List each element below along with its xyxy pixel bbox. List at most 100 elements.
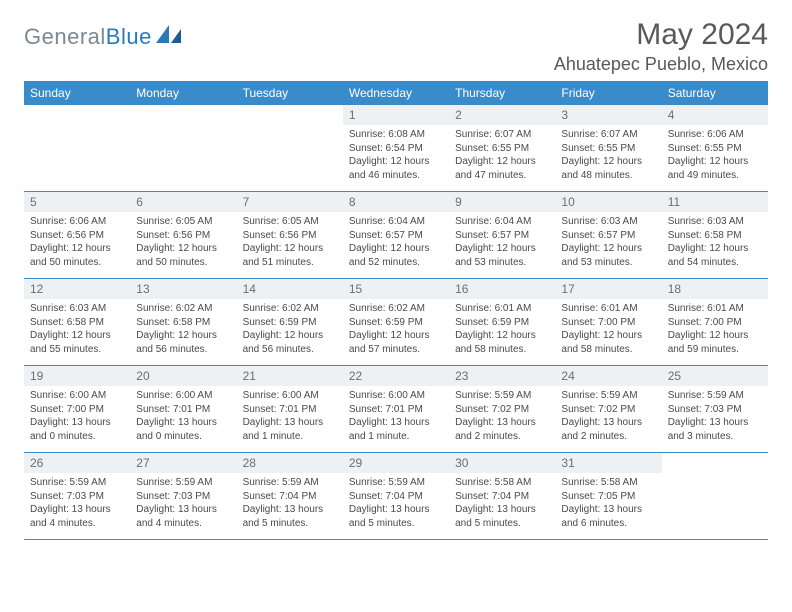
sunrise-line: Sunrise: 6:04 AM xyxy=(455,215,549,229)
day-body: Sunrise: 6:00 AMSunset: 7:01 PMDaylight:… xyxy=(237,386,343,449)
sunset-line: Sunset: 6:55 PM xyxy=(668,142,762,156)
calendar: SundayMondayTuesdayWednesdayThursdayFrid… xyxy=(24,81,768,540)
calendar-day: 31Sunrise: 5:58 AMSunset: 7:05 PMDayligh… xyxy=(555,453,661,539)
calendar-day: 27Sunrise: 5:59 AMSunset: 7:03 PMDayligh… xyxy=(130,453,236,539)
month-title: May 2024 xyxy=(554,18,768,52)
daylight-line-2: and 3 minutes. xyxy=(668,430,762,444)
day-number: 11 xyxy=(662,192,768,212)
day-body: Sunrise: 6:05 AMSunset: 6:56 PMDaylight:… xyxy=(237,212,343,275)
calendar-day: 1Sunrise: 6:08 AMSunset: 6:54 PMDaylight… xyxy=(343,105,449,191)
daylight-line-2: and 46 minutes. xyxy=(349,169,443,183)
day-of-week-cell: Monday xyxy=(130,81,236,105)
day-body: Sunrise: 6:07 AMSunset: 6:55 PMDaylight:… xyxy=(555,125,661,188)
day-number: 1 xyxy=(343,105,449,125)
day-of-week-header: SundayMondayTuesdayWednesdayThursdayFrid… xyxy=(24,81,768,105)
day-number: 26 xyxy=(24,453,130,473)
day-body: Sunrise: 6:00 AMSunset: 7:00 PMDaylight:… xyxy=(24,386,130,449)
daylight-line-1: Daylight: 12 hours xyxy=(30,242,124,256)
daylight-line-1: Daylight: 13 hours xyxy=(243,503,337,517)
day-number: 13 xyxy=(130,279,236,299)
sunset-line: Sunset: 7:04 PM xyxy=(349,490,443,504)
daylight-line-2: and 54 minutes. xyxy=(668,256,762,270)
sunrise-line: Sunrise: 6:04 AM xyxy=(349,215,443,229)
day-number: 25 xyxy=(662,366,768,386)
day-number: 23 xyxy=(449,366,555,386)
sunset-line: Sunset: 6:55 PM xyxy=(561,142,655,156)
sunrise-line: Sunrise: 5:58 AM xyxy=(455,476,549,490)
day-number: 31 xyxy=(555,453,661,473)
calendar-day: 4Sunrise: 6:06 AMSunset: 6:55 PMDaylight… xyxy=(662,105,768,191)
calendar-week: 5Sunrise: 6:06 AMSunset: 6:56 PMDaylight… xyxy=(24,192,768,279)
calendar-week: 12Sunrise: 6:03 AMSunset: 6:58 PMDayligh… xyxy=(24,279,768,366)
day-body: Sunrise: 5:59 AMSunset: 7:03 PMDaylight:… xyxy=(662,386,768,449)
location-label: Ahuatepec Pueblo, Mexico xyxy=(554,54,768,75)
day-body: Sunrise: 6:02 AMSunset: 6:59 PMDaylight:… xyxy=(343,299,449,362)
daylight-line-2: and 2 minutes. xyxy=(561,430,655,444)
day-number: 10 xyxy=(555,192,661,212)
day-number: 30 xyxy=(449,453,555,473)
calendar-day: 28Sunrise: 5:59 AMSunset: 7:04 PMDayligh… xyxy=(237,453,343,539)
daylight-line-1: Daylight: 12 hours xyxy=(136,329,230,343)
daylight-line-1: Daylight: 12 hours xyxy=(561,242,655,256)
daylight-line-2: and 52 minutes. xyxy=(349,256,443,270)
daylight-line-2: and 48 minutes. xyxy=(561,169,655,183)
sunrise-line: Sunrise: 6:06 AM xyxy=(30,215,124,229)
calendar-day: 26Sunrise: 5:59 AMSunset: 7:03 PMDayligh… xyxy=(24,453,130,539)
brand-sail-icon xyxy=(156,25,182,50)
daylight-line-1: Daylight: 13 hours xyxy=(30,416,124,430)
daylight-line-2: and 5 minutes. xyxy=(455,517,549,531)
day-number: 8 xyxy=(343,192,449,212)
sunrise-line: Sunrise: 6:00 AM xyxy=(136,389,230,403)
sunrise-line: Sunrise: 6:05 AM xyxy=(136,215,230,229)
daylight-line-1: Daylight: 12 hours xyxy=(455,155,549,169)
sunrise-line: Sunrise: 6:02 AM xyxy=(349,302,443,316)
sunset-line: Sunset: 6:57 PM xyxy=(349,229,443,243)
daylight-line-1: Daylight: 13 hours xyxy=(136,503,230,517)
sunset-line: Sunset: 6:56 PM xyxy=(243,229,337,243)
day-of-week-cell: Thursday xyxy=(449,81,555,105)
sunrise-line: Sunrise: 6:01 AM xyxy=(561,302,655,316)
sunset-line: Sunset: 6:56 PM xyxy=(136,229,230,243)
sunset-line: Sunset: 7:01 PM xyxy=(243,403,337,417)
daylight-line-2: and 0 minutes. xyxy=(30,430,124,444)
calendar-day: 13Sunrise: 6:02 AMSunset: 6:58 PMDayligh… xyxy=(130,279,236,365)
sunset-line: Sunset: 7:04 PM xyxy=(455,490,549,504)
day-body: Sunrise: 6:02 AMSunset: 6:59 PMDaylight:… xyxy=(237,299,343,362)
sunset-line: Sunset: 6:58 PM xyxy=(136,316,230,330)
sunrise-line: Sunrise: 5:59 AM xyxy=(668,389,762,403)
sunset-line: Sunset: 7:02 PM xyxy=(561,403,655,417)
daylight-line-1: Daylight: 12 hours xyxy=(561,155,655,169)
sunrise-line: Sunrise: 6:01 AM xyxy=(668,302,762,316)
day-body: Sunrise: 6:04 AMSunset: 6:57 PMDaylight:… xyxy=(449,212,555,275)
calendar-day: 17Sunrise: 6:01 AMSunset: 7:00 PMDayligh… xyxy=(555,279,661,365)
sunset-line: Sunset: 6:57 PM xyxy=(561,229,655,243)
calendar-day xyxy=(662,453,768,539)
sunrise-line: Sunrise: 6:07 AM xyxy=(455,128,549,142)
calendar-day: 8Sunrise: 6:04 AMSunset: 6:57 PMDaylight… xyxy=(343,192,449,278)
day-number: 27 xyxy=(130,453,236,473)
day-number: 20 xyxy=(130,366,236,386)
sunrise-line: Sunrise: 6:03 AM xyxy=(668,215,762,229)
day-body: Sunrise: 5:58 AMSunset: 7:04 PMDaylight:… xyxy=(449,473,555,536)
daylight-line-2: and 47 minutes. xyxy=(455,169,549,183)
sunset-line: Sunset: 7:02 PM xyxy=(455,403,549,417)
day-body: Sunrise: 6:00 AMSunset: 7:01 PMDaylight:… xyxy=(130,386,236,449)
calendar-week: 19Sunrise: 6:00 AMSunset: 7:00 PMDayligh… xyxy=(24,366,768,453)
sunset-line: Sunset: 6:59 PM xyxy=(243,316,337,330)
daylight-line-2: and 53 minutes. xyxy=(561,256,655,270)
calendar-day: 14Sunrise: 6:02 AMSunset: 6:59 PMDayligh… xyxy=(237,279,343,365)
sunrise-line: Sunrise: 6:06 AM xyxy=(668,128,762,142)
daylight-line-2: and 59 minutes. xyxy=(668,343,762,357)
day-number: 4 xyxy=(662,105,768,125)
daylight-line-2: and 57 minutes. xyxy=(349,343,443,357)
daylight-line-2: and 1 minute. xyxy=(243,430,337,444)
calendar-day: 30Sunrise: 5:58 AMSunset: 7:04 PMDayligh… xyxy=(449,453,555,539)
calendar-day: 2Sunrise: 6:07 AMSunset: 6:55 PMDaylight… xyxy=(449,105,555,191)
daylight-line-1: Daylight: 12 hours xyxy=(668,329,762,343)
sunrise-line: Sunrise: 6:08 AM xyxy=(349,128,443,142)
title-block: May 2024 Ahuatepec Pueblo, Mexico xyxy=(554,18,768,75)
sunrise-line: Sunrise: 5:59 AM xyxy=(30,476,124,490)
sunrise-line: Sunrise: 6:03 AM xyxy=(30,302,124,316)
daylight-line-1: Daylight: 12 hours xyxy=(455,242,549,256)
daylight-line-2: and 4 minutes. xyxy=(136,517,230,531)
